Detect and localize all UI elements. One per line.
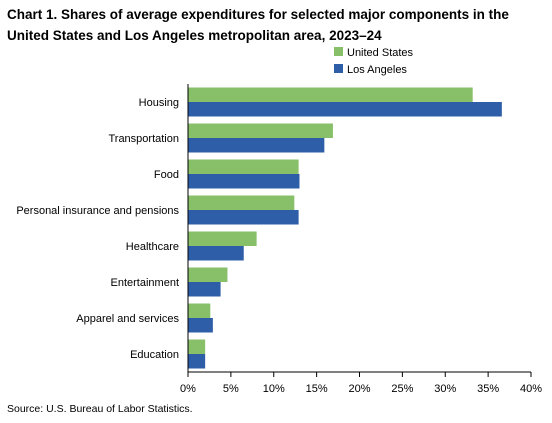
x-tick-label: 15%: [306, 383, 328, 395]
bar-united-states: [188, 303, 211, 318]
bar-united-states: [188, 87, 473, 102]
x-axis: 0% 5% 10% 15% 20% 25% 30% 35% 40%: [180, 84, 542, 395]
x-tick-label: 5%: [223, 383, 239, 395]
bar-united-states: [188, 159, 299, 174]
x-tick-label: 0%: [180, 383, 196, 395]
source-note: Source: U.S. Bureau of Labor Statistics.: [7, 403, 193, 415]
legend: United States Los Angeles: [334, 47, 414, 76]
bars-group: [188, 87, 502, 369]
category-label: Personal insurance and pensions: [16, 205, 179, 217]
bar-los-angeles: [188, 102, 502, 117]
legend-swatch: [334, 64, 343, 73]
bar-united-states: [188, 123, 333, 138]
x-tick-label: 10%: [263, 383, 285, 395]
bar-los-angeles: [188, 318, 213, 333]
bar-los-angeles: [188, 246, 244, 261]
bar-united-states: [188, 195, 295, 210]
legend-label: Los Angeles: [347, 64, 407, 76]
legend-label: United States: [347, 47, 414, 59]
category-label: Transportation: [108, 133, 179, 145]
bar-united-states: [188, 267, 228, 282]
category-label: Food: [154, 169, 179, 181]
x-tick-label: 30%: [434, 383, 456, 395]
x-tick-label: 20%: [348, 383, 370, 395]
bar-los-angeles: [188, 174, 300, 189]
category-label: Education: [130, 349, 179, 361]
category-label: Apparel and services: [76, 313, 179, 325]
chart-title: Chart 1. Shares of average expenditures …: [7, 7, 509, 43]
category-label: Entertainment: [111, 277, 179, 289]
bar-los-angeles: [188, 210, 299, 225]
bar-united-states: [188, 339, 206, 354]
category-labels: Housing Transportation Food Personal insura…: [16, 97, 179, 361]
bar-los-angeles: [188, 282, 221, 297]
bar-los-angeles: [188, 354, 206, 369]
bar-united-states: [188, 231, 257, 246]
x-tick-label: 40%: [520, 383, 542, 395]
category-label: Housing: [139, 97, 179, 109]
x-tick-label: 25%: [391, 383, 413, 395]
category-label: Healthcare: [126, 241, 179, 253]
x-tick-label: 35%: [477, 383, 499, 395]
bar-los-angeles: [188, 138, 325, 153]
legend-swatch: [334, 47, 343, 56]
